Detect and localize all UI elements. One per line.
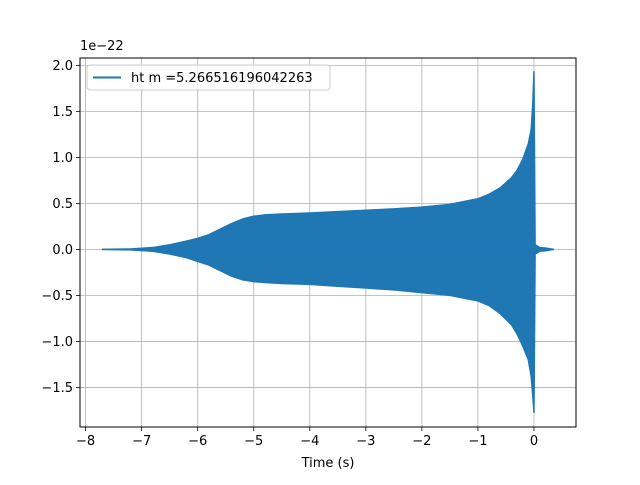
y-tick-label: −0.5 [41, 289, 73, 304]
x-tick-label: −1 [468, 434, 487, 449]
legend-box [86, 64, 331, 91]
y-offset-text: 1e−22 [80, 39, 124, 54]
y-tick-label: −1.5 [41, 381, 73, 396]
x-tick-label: −2 [412, 434, 431, 449]
y-tick-label: −1.0 [41, 335, 73, 350]
y-tick-label: 0.5 [52, 197, 73, 212]
axes-frame [79, 57, 577, 428]
x-tick-label: −6 [188, 434, 207, 449]
x-tick-label: −4 [300, 434, 319, 449]
x-tick-label: −3 [356, 434, 375, 449]
x-axis-label: Time (s) [301, 456, 355, 471]
x-tick-label: −5 [244, 434, 263, 449]
y-tick-label: 1.0 [52, 151, 73, 166]
legend: ht m =5.266516196042263 [86, 64, 331, 91]
x-tick-label: −7 [132, 434, 151, 449]
x-tick-label: 0 [530, 434, 538, 449]
series-ht-waveform [101, 71, 555, 414]
y-tick-label: 1.5 [52, 105, 73, 120]
y-ticks: −1.5 −1.0 −0.5 0.0 0.5 1.0 1.5 2.0 [41, 59, 80, 396]
y-tick-label: 2.0 [52, 59, 73, 74]
x-ticks: −8 −7 −6 −5 −4 −3 −2 −1 0 [76, 427, 538, 449]
legend-entry: ht m =5.266516196042263 [131, 71, 313, 86]
plot-area [101, 71, 555, 414]
y-tick-label: 0.0 [52, 243, 73, 258]
x-tick-label: −8 [76, 434, 95, 449]
